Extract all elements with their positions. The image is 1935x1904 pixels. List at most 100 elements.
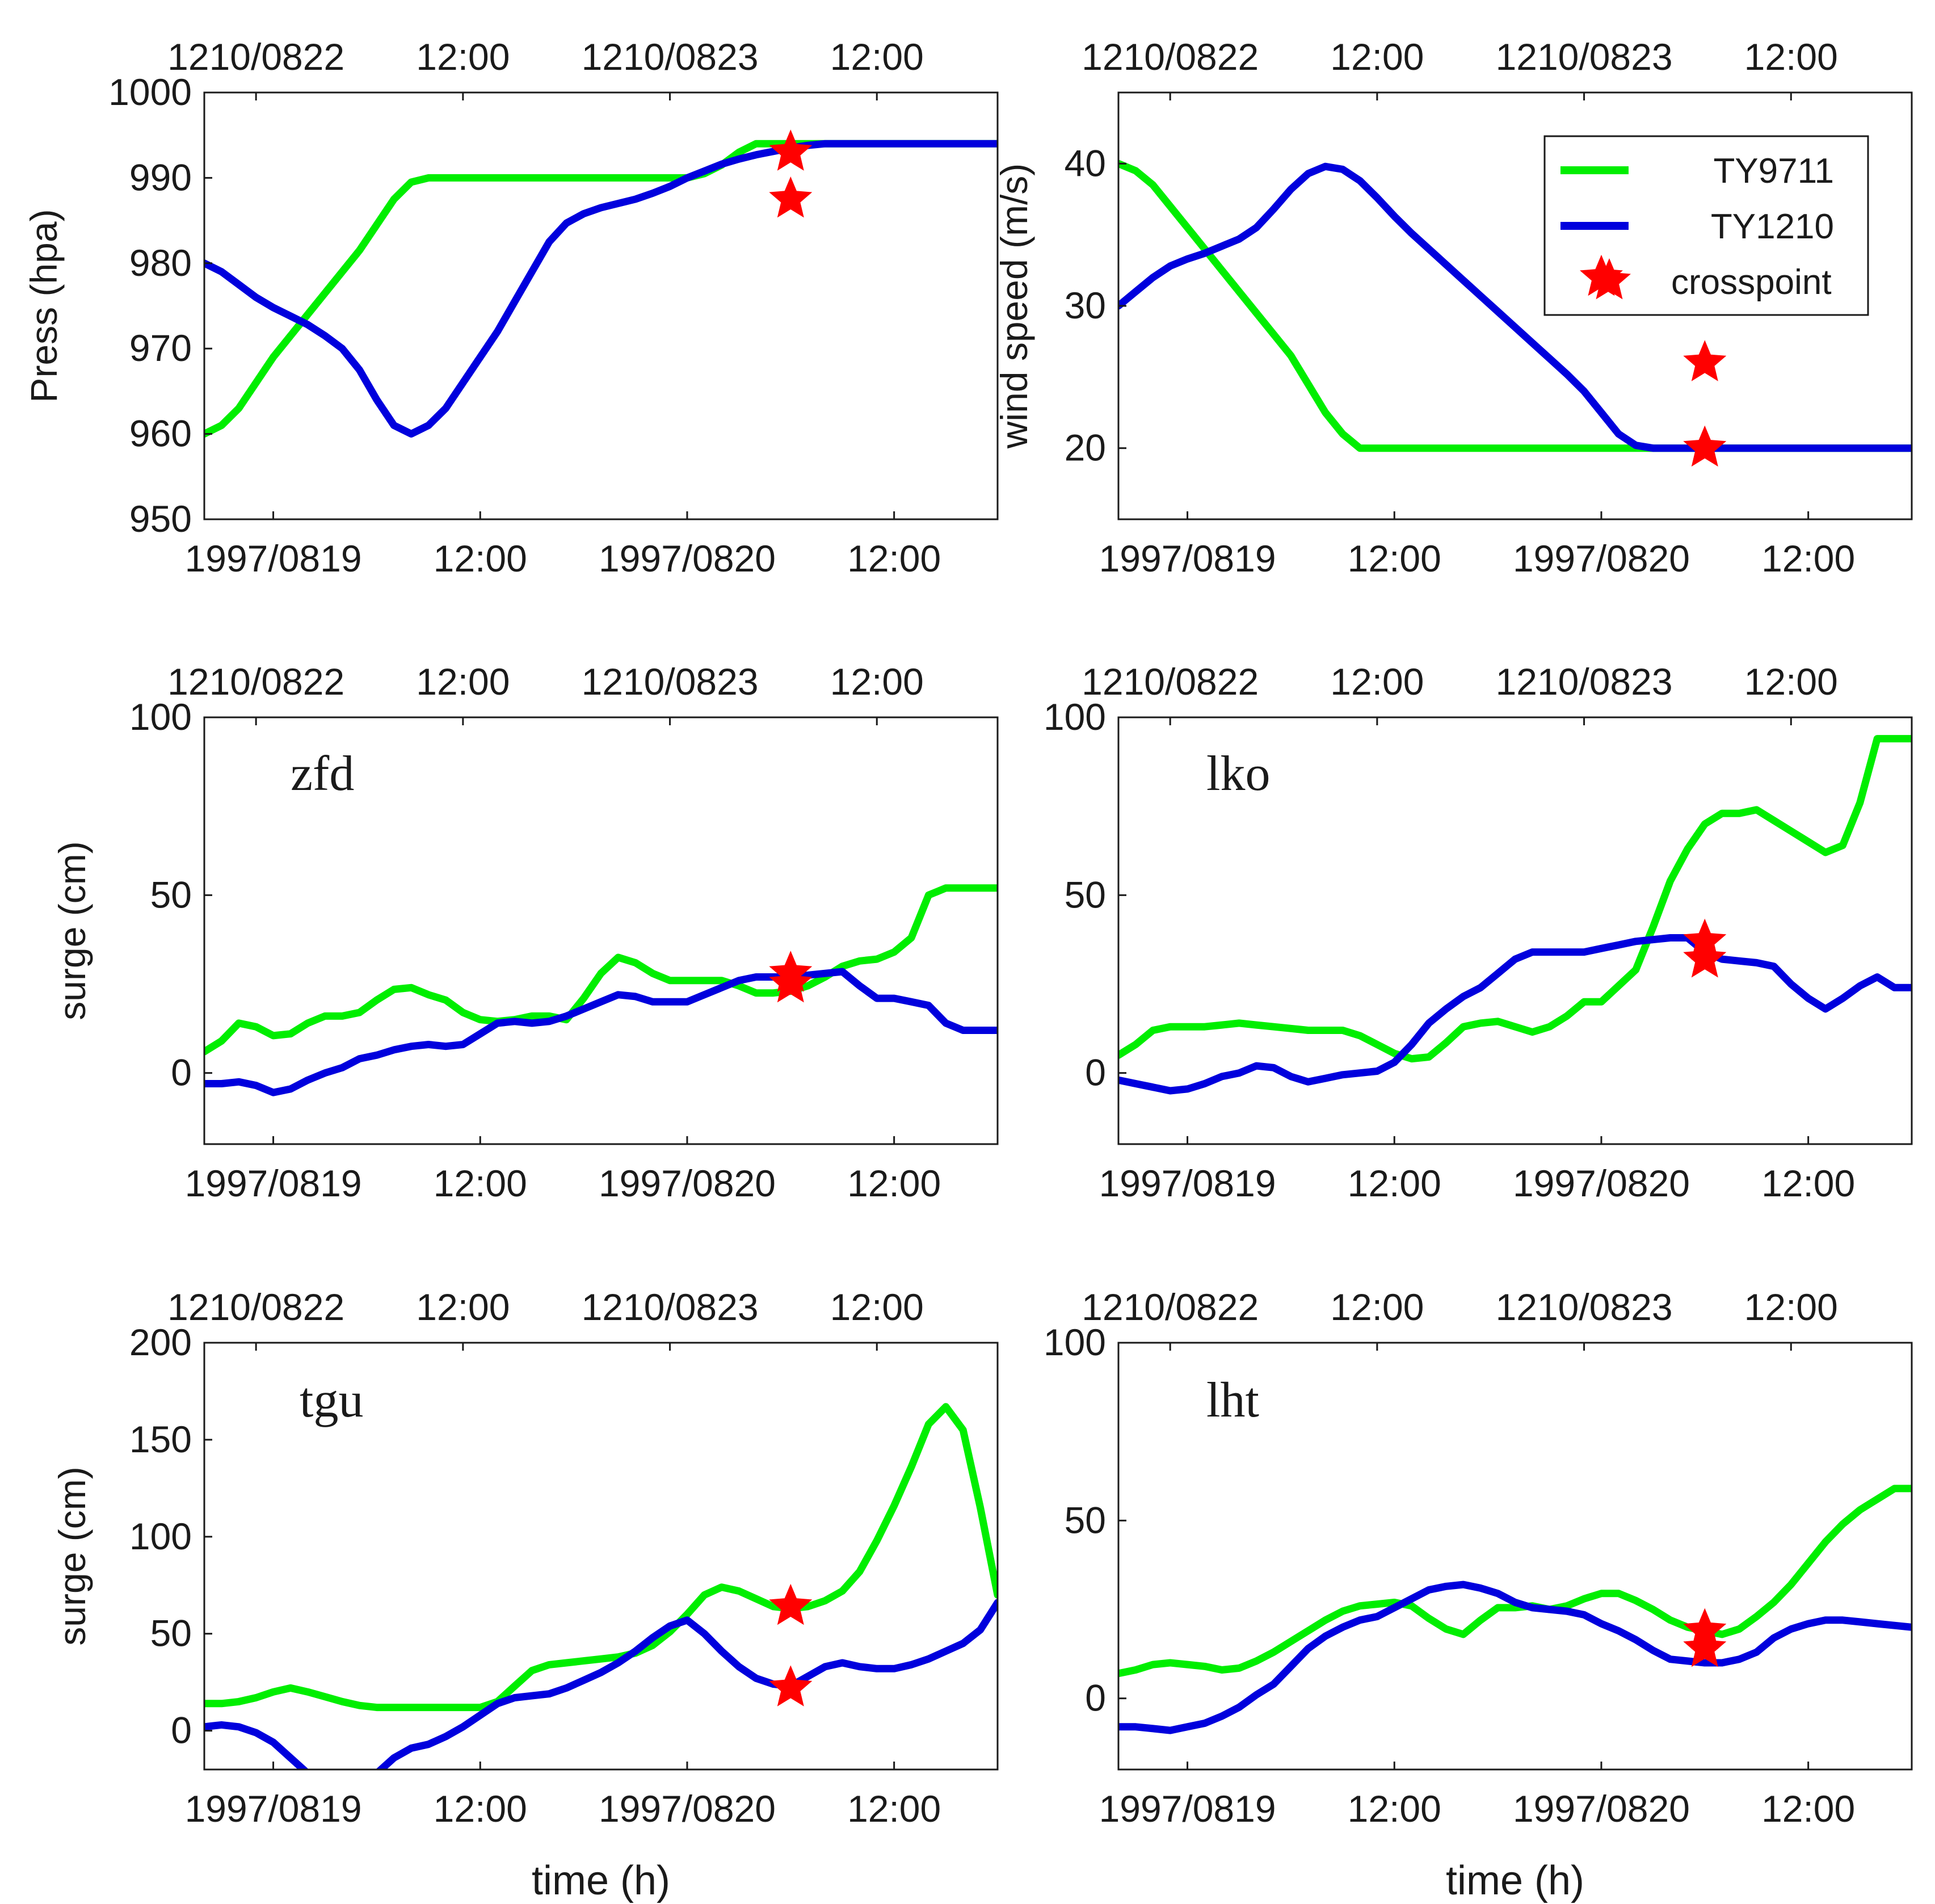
x-axis-label: time (h) — [1446, 1858, 1584, 1903]
station-label: lht — [1206, 1373, 1259, 1428]
top-tick-label: 12:00 — [1330, 36, 1424, 78]
panel-lko-ticks: 0 50 100 1997/0819 12:00 1997/0820 12:00 1210/0… — [1044, 661, 1855, 1204]
y-tick-label: 0 — [1085, 1052, 1106, 1094]
panel-tgu-plot — [204, 1403, 998, 1769]
station-label: lko — [1206, 746, 1270, 801]
x-tick-label: 12:00 — [1761, 1788, 1855, 1830]
axes-box — [1117, 716, 1913, 1145]
x-tick-label: 12:00 — [1761, 537, 1855, 579]
x-tick-label: 12:00 — [1348, 1788, 1441, 1830]
axes-box — [203, 716, 999, 1145]
y-tick-label: 1000 — [108, 71, 192, 113]
x-tick-label: 1997/0820 — [1513, 1788, 1690, 1830]
y-tick-label: 100 — [129, 1515, 192, 1557]
y-tick-label: 20 — [1065, 427, 1106, 469]
y-tick-label: 0 — [171, 1052, 192, 1094]
top-tick-label: 1210/0823 — [582, 1286, 759, 1328]
y-tick-label: 50 — [1065, 873, 1106, 915]
y-tick-label: 40 — [1065, 142, 1106, 184]
x-tick-label: 1997/0819 — [1099, 537, 1276, 579]
series-line-ty9711 — [1118, 1485, 1912, 1678]
y-tick-label: 100 — [1044, 1321, 1106, 1363]
top-tick-label: 1210/0822 — [167, 661, 344, 703]
series-line-ty1210 — [204, 140, 998, 438]
y-tick-label: 990 — [129, 156, 192, 198]
x-tick-label: 1997/0820 — [599, 1788, 776, 1830]
top-tick-label: 12:00 — [416, 36, 510, 78]
x-tick-label: 1997/0820 — [599, 537, 776, 579]
series-line-ty9711 — [1118, 735, 1912, 1063]
panel-tgu: 0 50 100 150 200 1997/0819 12:00 1997/0820 12:00… — [51, 1286, 999, 1903]
top-tick-label: 12:00 — [830, 1286, 924, 1328]
x-tick-label: 12:00 — [434, 537, 527, 579]
series-line-ty9711 — [204, 1403, 998, 1712]
crosspoint-star — [769, 1665, 813, 1707]
top-tick-label: 12:00 — [1744, 1286, 1838, 1328]
top-tick-label: 1210/0823 — [1496, 36, 1673, 78]
y-axis-label: Press (hpa) — [23, 209, 65, 402]
panel-press: 950 960 970 980 990 1000 1997/0819 12:00 1997/08… — [23, 36, 999, 579]
x-tick-label: 1997/0819 — [185, 1788, 362, 1830]
panel-tgu-ticks: 0 50 100 150 200 1997/0819 12:00 1997/0820 12:00… — [129, 1286, 941, 1830]
y-tick-label: 30 — [1065, 284, 1106, 326]
x-tick-label: 1997/0819 — [185, 1162, 362, 1204]
series-line-ty9711 — [204, 140, 998, 438]
crosspoint-star — [1580, 254, 1623, 296]
panel-lht-plot — [1118, 1485, 1912, 1734]
top-tick-label: 12:00 — [830, 661, 924, 703]
series-line-ty1210 — [1118, 162, 1912, 452]
panel-lht-ticks: 0 50 100 1997/0819 12:00 1997/0820 12:00 1210/0… — [1044, 1286, 1855, 1830]
x-tick-label: 12:00 — [434, 1162, 527, 1204]
y-axis-label: surge (cm) — [51, 1466, 93, 1645]
crosspoint-star — [769, 129, 813, 171]
top-tick-label: 12:00 — [1330, 661, 1424, 703]
top-tick-label: 1210/0823 — [1496, 1286, 1673, 1328]
x-tick-label: 1997/0820 — [1513, 1162, 1690, 1204]
y-tick-label: 970 — [129, 327, 192, 369]
y-tick-label: 50 — [150, 873, 192, 915]
top-tick-label: 1210/0823 — [1496, 661, 1673, 703]
top-tick-label: 1210/0822 — [1082, 1286, 1259, 1328]
y-axis-label: surge (cm) — [51, 841, 93, 1020]
x-tick-label: 12:00 — [847, 1162, 941, 1204]
legend-label-crosspoint: crosspoint — [1671, 263, 1832, 302]
series-line-ty1210 — [1118, 934, 1912, 1095]
series-line-ty1210 — [204, 968, 998, 1096]
x-tick-label: 12:00 — [434, 1788, 527, 1830]
x-tick-label: 1997/0820 — [599, 1162, 776, 1204]
x-axis-label: time (h) — [532, 1858, 670, 1903]
x-tick-label: 1997/0819 — [1099, 1162, 1276, 1204]
top-tick-label: 1210/0822 — [167, 1286, 344, 1328]
x-tick-label: 12:00 — [847, 1788, 941, 1830]
x-tick-label: 12:00 — [1761, 1162, 1855, 1204]
panel-press-plot — [204, 140, 998, 438]
y-tick-label: 50 — [150, 1612, 192, 1654]
panel-zfd-plot — [204, 884, 998, 1096]
panel-zfd-ticks: 0 50 100 1997/0819 12:00 1997/0820 12:00 1210/0… — [129, 661, 941, 1204]
top-tick-label: 12:00 — [1330, 1286, 1424, 1328]
station-label: zfd — [291, 746, 354, 801]
panel-press-ticks: 950 960 970 980 990 1000 1997/0819 12:00 1997/08… — [108, 36, 941, 579]
axes-box — [203, 1342, 999, 1771]
y-tick-label: 0 — [171, 1709, 192, 1751]
panel-wind: 20 30 40 1997/0819 12:00 1997/0820 12:00 1210/0… — [993, 36, 1913, 579]
y-tick-label: 960 — [129, 413, 192, 455]
axes-box — [1117, 1342, 1913, 1771]
legend-label-ty1210: TY1210 — [1711, 207, 1834, 246]
x-tick-label: 12:00 — [1348, 537, 1441, 579]
y-tick-label: 980 — [129, 242, 192, 284]
station-label: tgu — [300, 1373, 363, 1428]
x-tick-label: 12:00 — [1348, 1162, 1441, 1204]
panel-wind-plot — [1118, 159, 1912, 452]
panel-wind-ticks: 20 30 40 1997/0819 12:00 1997/0820 12:00 1210/0… — [1065, 36, 1856, 579]
y-tick-label: 200 — [129, 1321, 192, 1363]
top-tick-label: 1210/0822 — [1082, 661, 1259, 703]
top-tick-label: 12:00 — [1744, 36, 1838, 78]
series-line-ty9711 — [204, 884, 998, 1056]
top-tick-label: 1210/0822 — [1082, 36, 1259, 78]
crosspoint-star — [1683, 936, 1727, 978]
top-tick-label: 12:00 — [830, 36, 924, 78]
y-tick-label: 50 — [1065, 1499, 1106, 1541]
top-tick-label: 12:00 — [416, 1286, 510, 1328]
x-tick-label: 1997/0819 — [185, 537, 362, 579]
